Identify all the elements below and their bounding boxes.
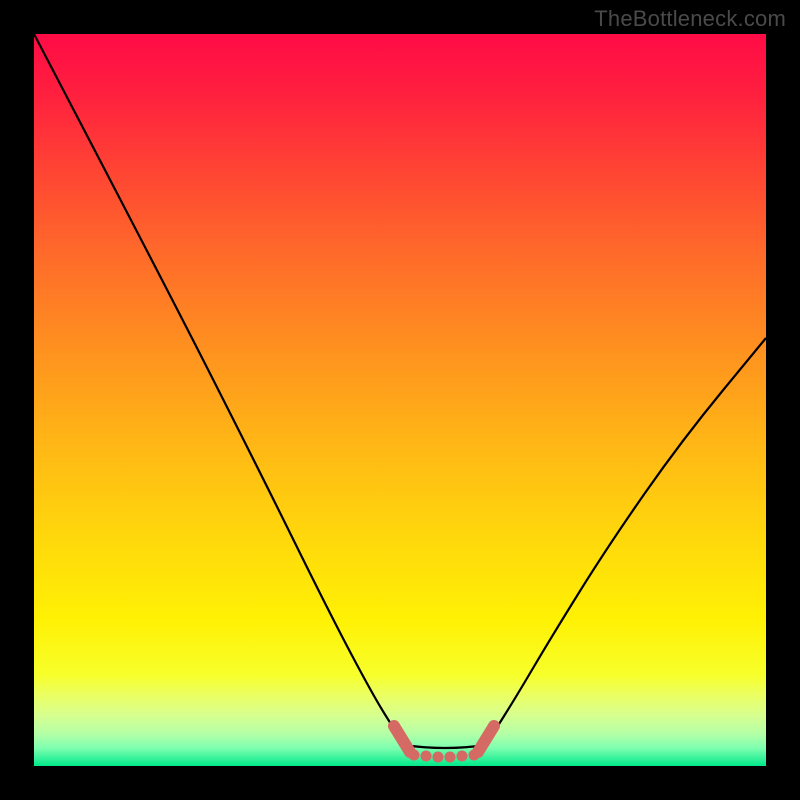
accent-mid-dot — [421, 751, 432, 762]
accent-mid-dot — [409, 750, 420, 761]
chart-container: TheBottleneck.com — [0, 0, 800, 800]
accent-left — [394, 726, 410, 752]
accent-mid-dot — [445, 752, 456, 763]
accent-mid-dot — [433, 752, 444, 763]
accent-mid-dot — [469, 750, 480, 761]
plot-area — [34, 34, 766, 766]
accent-mid-dot — [457, 751, 468, 762]
accent-right — [478, 726, 494, 752]
curve-right — [486, 338, 766, 745]
curve-layer — [34, 34, 766, 796]
curve-left — [34, 34, 404, 745]
watermark-text: TheBottleneck.com — [594, 6, 786, 32]
